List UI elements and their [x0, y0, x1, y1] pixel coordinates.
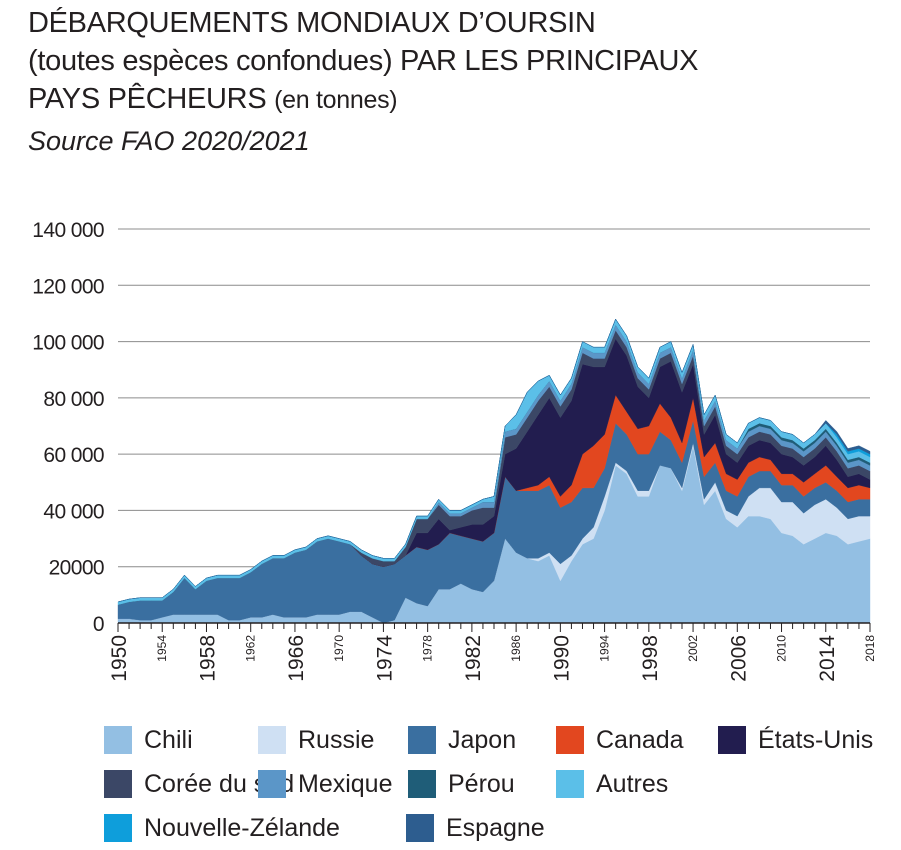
x-tick-label: 1954	[155, 635, 169, 662]
legend-swatch	[556, 726, 584, 754]
legend-row: Nouvelle-Zélande Espagne	[104, 806, 894, 850]
chart-title: DÉBARQUEMENTS MONDIAUX D’OURSIN (toutes …	[28, 4, 888, 161]
legend-item: États-Unis	[718, 726, 888, 755]
x-tick-label: 2006	[727, 635, 750, 682]
legend-swatch	[408, 726, 436, 754]
y-tick-label: 120 000	[32, 275, 104, 298]
legend-label: Pérou	[448, 769, 515, 798]
legend-item: Corée du sud	[104, 770, 294, 799]
chart-legend: Chili Russie Japon Canada États-Unis Corée du…	[104, 718, 894, 850]
x-tick-label: 1958	[196, 635, 219, 682]
legend-item: Autres	[556, 770, 718, 799]
x-tick-label: 1950	[108, 635, 131, 682]
legend-row: Corée du sud Mexique Pérou Autres	[104, 762, 894, 806]
legend-swatch	[408, 770, 436, 798]
legend-item: Pérou	[408, 770, 556, 799]
x-tick-label: 1994	[598, 635, 612, 662]
legend-label: Japon	[448, 725, 517, 754]
title-line-3: PAYS PÊCHEURS (en tonnes)	[28, 80, 888, 119]
y-tick-label: 20000	[49, 557, 104, 580]
legend-swatch	[718, 726, 746, 754]
legend-label: États-Unis	[758, 725, 874, 754]
legend-item: Canada	[556, 726, 718, 755]
y-tick-label: 100 000	[32, 332, 104, 355]
legend-swatch	[556, 770, 584, 798]
series-area-10	[117, 318, 871, 603]
x-tick-label: 1978	[421, 635, 435, 662]
x-tick-label: 1970	[332, 635, 346, 662]
y-tick-label: 80 000	[43, 388, 104, 411]
legend-item: Japon	[408, 726, 556, 755]
legend-item: Chili	[104, 726, 258, 755]
legend-label: Chili	[144, 725, 193, 754]
legend-item: Espagne	[406, 814, 556, 843]
y-tick-label: 140 000	[32, 219, 104, 242]
x-tick-label: 2014	[816, 635, 839, 682]
x-tick-label: 2018	[863, 635, 877, 662]
x-tick-label: 1998	[639, 635, 662, 682]
legend-label: Canada	[596, 725, 684, 754]
x-tick-label: 1974	[373, 635, 396, 682]
y-tick-label: 40 000	[43, 500, 104, 523]
chart-source: Source FAO 2020/2021	[28, 126, 310, 156]
legend-item: Nouvelle-Zélande	[104, 814, 406, 843]
legend-swatch	[104, 814, 132, 842]
legend-swatch	[406, 814, 434, 842]
legend-swatch	[258, 770, 286, 798]
legend-row: Chili Russie Japon Canada États-Unis	[104, 718, 894, 762]
legend-item: Russie	[258, 726, 408, 755]
x-tick-label: 1982	[462, 635, 485, 682]
title-line-2: (toutes espèces confondues) PAR LES PRIN…	[28, 45, 699, 77]
legend-swatch	[104, 726, 132, 754]
x-tick-label: 1986	[509, 635, 523, 662]
title-line-1: DÉBARQUEMENTS MONDIAUX D’OURSIN	[28, 7, 596, 39]
x-tick-label: 1962	[244, 635, 258, 662]
legend-swatch	[258, 726, 286, 754]
x-tick-label: 2002	[686, 635, 700, 662]
legend-label: Russie	[298, 725, 375, 754]
title-unit: (en tonnes)	[274, 86, 398, 114]
legend-swatch	[104, 770, 132, 798]
y-tick-label: 0	[93, 613, 104, 636]
x-tick-label: 1966	[285, 635, 308, 682]
legend-label: Mexique	[298, 769, 393, 798]
x-tick-label: 2010	[775, 635, 789, 662]
title-line-3-main: PAYS PÊCHEURS	[28, 83, 267, 115]
legend-item: Mexique	[258, 770, 408, 799]
legend-label: Espagne	[446, 813, 545, 842]
x-tick-label: 1990	[550, 635, 573, 682]
y-tick-label: 60 000	[43, 444, 104, 467]
legend-label: Autres	[596, 769, 669, 798]
legend-label: Nouvelle-Zélande	[144, 813, 340, 842]
